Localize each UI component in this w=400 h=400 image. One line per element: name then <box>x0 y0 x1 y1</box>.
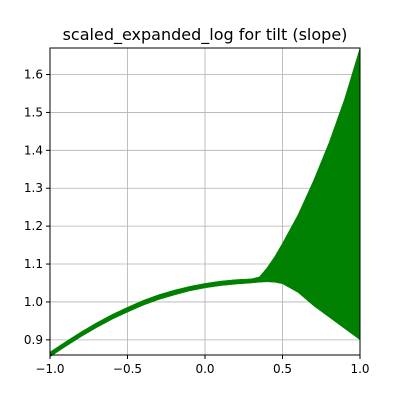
x-axis: −1.0 −0.5 0.0 0.5 1.0 <box>35 355 370 376</box>
y-tick-label: 1.1 <box>24 257 43 271</box>
x-tick-label: 1.0 <box>350 362 369 376</box>
x-tick-label: 0.5 <box>273 362 292 376</box>
y-tick-label: 1.4 <box>24 143 43 157</box>
y-tick-label: 1.3 <box>24 181 43 195</box>
x-tick-label: −1.0 <box>35 362 64 376</box>
y-tick-label: 1.5 <box>24 105 43 119</box>
y-tick-label: 1.2 <box>24 219 43 233</box>
x-tick-label: 0.0 <box>195 362 214 376</box>
y-tick-label: 1.6 <box>24 68 43 82</box>
y-axis: 0.9 1.0 1.1 1.2 1.3 1.4 1.5 1.6 <box>24 68 50 347</box>
y-tick-label: 0.9 <box>24 333 43 347</box>
chart-title: scaled_expanded_log for tilt (slope) <box>63 25 348 45</box>
y-tick-label: 1.0 <box>24 295 43 309</box>
x-tick-label: −0.5 <box>113 362 142 376</box>
